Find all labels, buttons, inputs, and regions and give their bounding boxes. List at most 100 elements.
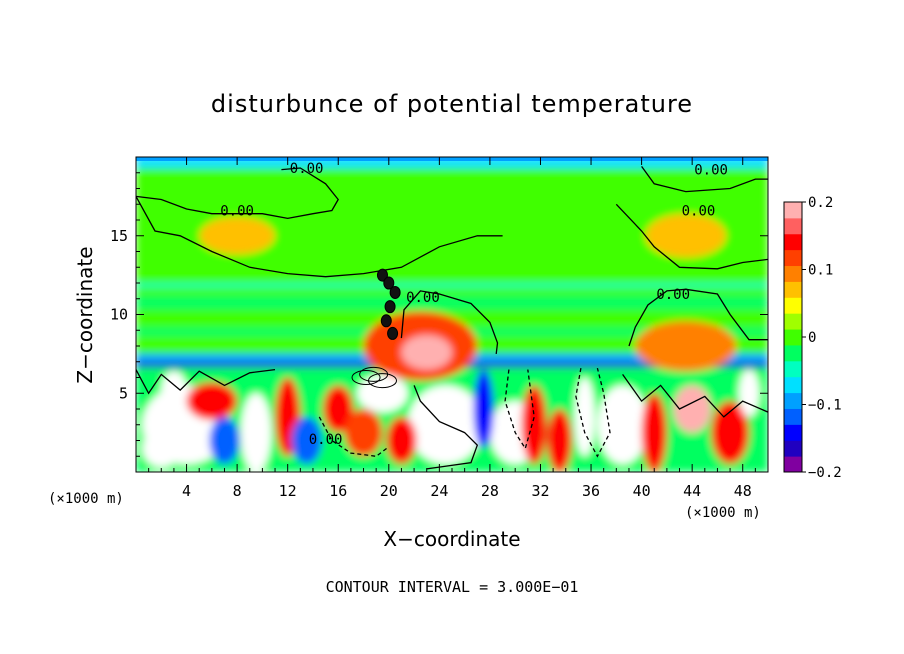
contour-zero-lobe-right: [628, 288, 768, 347]
field-patch: [738, 369, 760, 417]
colorbar-segment: [784, 440, 802, 457]
field-region: [597, 385, 648, 465]
colorbar-ticks: 0.2 0.1 0 −0.1 −0.2: [802, 195, 842, 481]
colorbar-segment: [784, 297, 802, 314]
field-patch: [291, 416, 322, 465]
field-region: [401, 334, 452, 370]
y-tick-label: 15: [110, 227, 128, 245]
colorbar-segment: [784, 233, 802, 251]
contour-ring: [351, 370, 381, 385]
chart-title: disturbunce of potential temperature: [211, 90, 693, 118]
x-tick-label: 32: [531, 482, 549, 500]
field-patch: [161, 371, 187, 409]
x-tick-label: 8: [233, 482, 242, 500]
contour-label: 0.00: [220, 204, 254, 220]
contour-zero-mid-right: [615, 203, 768, 270]
contour-interval: CONTOUR INTERVAL = 3.000E−01: [326, 578, 579, 596]
y-axis-ticks: 5 10 15: [110, 172, 768, 457]
field-patch: [473, 369, 494, 449]
contour-zero-mid-left: [136, 196, 503, 278]
x-tick-label: 12: [279, 482, 297, 500]
field-patch: [323, 385, 354, 433]
y-tick-label: 5: [119, 384, 128, 402]
contour-cluster: [376, 268, 388, 282]
contour-lower-dashed: [575, 367, 611, 458]
x-tick-label: 36: [582, 482, 600, 500]
field-patch: [574, 377, 595, 457]
contour-cluster: [384, 300, 396, 314]
field-patch: [673, 385, 712, 433]
colorbar-tick-label: −0.1: [808, 398, 842, 414]
x-tick-label: 44: [683, 482, 701, 500]
contour-cluster: [387, 326, 399, 340]
colorbar-segment: [784, 217, 802, 235]
contour-ring: [367, 373, 397, 389]
contour-lower-center: [413, 385, 479, 470]
contour-cluster: [380, 314, 392, 328]
field-band: [136, 283, 768, 288]
x-tick-label: 40: [633, 482, 651, 500]
contour-zero-upper-right: [641, 166, 768, 193]
colorbar-segment: [784, 408, 802, 425]
y-axis-label: Z−coordinate: [73, 246, 97, 383]
colorbar-segment: [784, 392, 802, 409]
colorbar-segment: [784, 249, 802, 267]
colorbar-segment: [784, 344, 802, 362]
contour-label: 0.00: [309, 432, 343, 448]
colorbar-segment: [784, 281, 802, 298]
x-unit-left: (×1000 m): [48, 491, 124, 507]
colorbar-segment: [784, 202, 802, 219]
field-patch: [521, 385, 547, 465]
field-patch: [386, 416, 417, 465]
x-axis-label: X−coordinate: [383, 527, 520, 551]
field-patch: [142, 429, 181, 468]
colorbar-tick-label: −0.2: [808, 465, 842, 481]
field-patch: [641, 393, 667, 472]
field-patch: [186, 382, 238, 421]
contour-label: 0.00: [290, 161, 324, 177]
contour-label: 0.00: [656, 287, 690, 303]
field-patch: [344, 409, 383, 457]
colorbar-segment: [784, 456, 802, 473]
field-band: [136, 295, 768, 310]
colorbar-segment: [784, 313, 802, 330]
contour-label: 0.00: [694, 163, 728, 179]
contour-lower-wave: [136, 368, 276, 395]
x-tick-label: 4: [182, 482, 191, 500]
colorbar-tick-label: 0.1: [808, 263, 833, 279]
contour-cluster: [383, 276, 395, 290]
temperature-field: [136, 157, 768, 472]
contour-label: 0.00: [682, 204, 716, 220]
field-patch: [209, 416, 240, 465]
x-axis-ticks: 4 8 12 16 20 24 28 32 36 40 44 48: [148, 157, 756, 500]
contour-lower-dashed: [318, 416, 390, 457]
x-tick-label: 28: [481, 482, 499, 500]
contour-lower-wave: [622, 374, 768, 418]
contour-zero-upper-left: [136, 167, 339, 220]
colorbar-segment: [784, 265, 802, 282]
x-tick-label: 16: [329, 482, 347, 500]
colorbar-segment: [784, 376, 802, 394]
field-region: [635, 320, 737, 372]
x-unit-right: (×1000 m): [685, 505, 761, 521]
x-tick-label: 24: [430, 482, 448, 500]
contour-lines: [136, 166, 768, 470]
colorbar-tick-label: 0: [808, 330, 816, 346]
field-layers: [136, 157, 768, 472]
colorbar-tick-label: 0.2: [808, 195, 833, 211]
field-band: [136, 157, 768, 169]
contour-label: 0.00: [406, 290, 440, 306]
contour-labels: 0.00 0.00 0.00 0.00 0.00 0.00 0.00: [220, 161, 728, 448]
field-region: [645, 213, 727, 258]
colorbar-segment: [784, 424, 802, 441]
field-region: [199, 216, 276, 255]
field-patch: [240, 393, 272, 472]
contour-cluster: [389, 285, 401, 299]
field-patch: [711, 401, 750, 465]
colorbar-segment: [784, 329, 802, 346]
x-tick-label: 20: [380, 482, 398, 500]
x-tick-label: 48: [734, 482, 752, 500]
y-tick-label: 10: [110, 306, 128, 324]
colorbar: [783, 201, 803, 473]
